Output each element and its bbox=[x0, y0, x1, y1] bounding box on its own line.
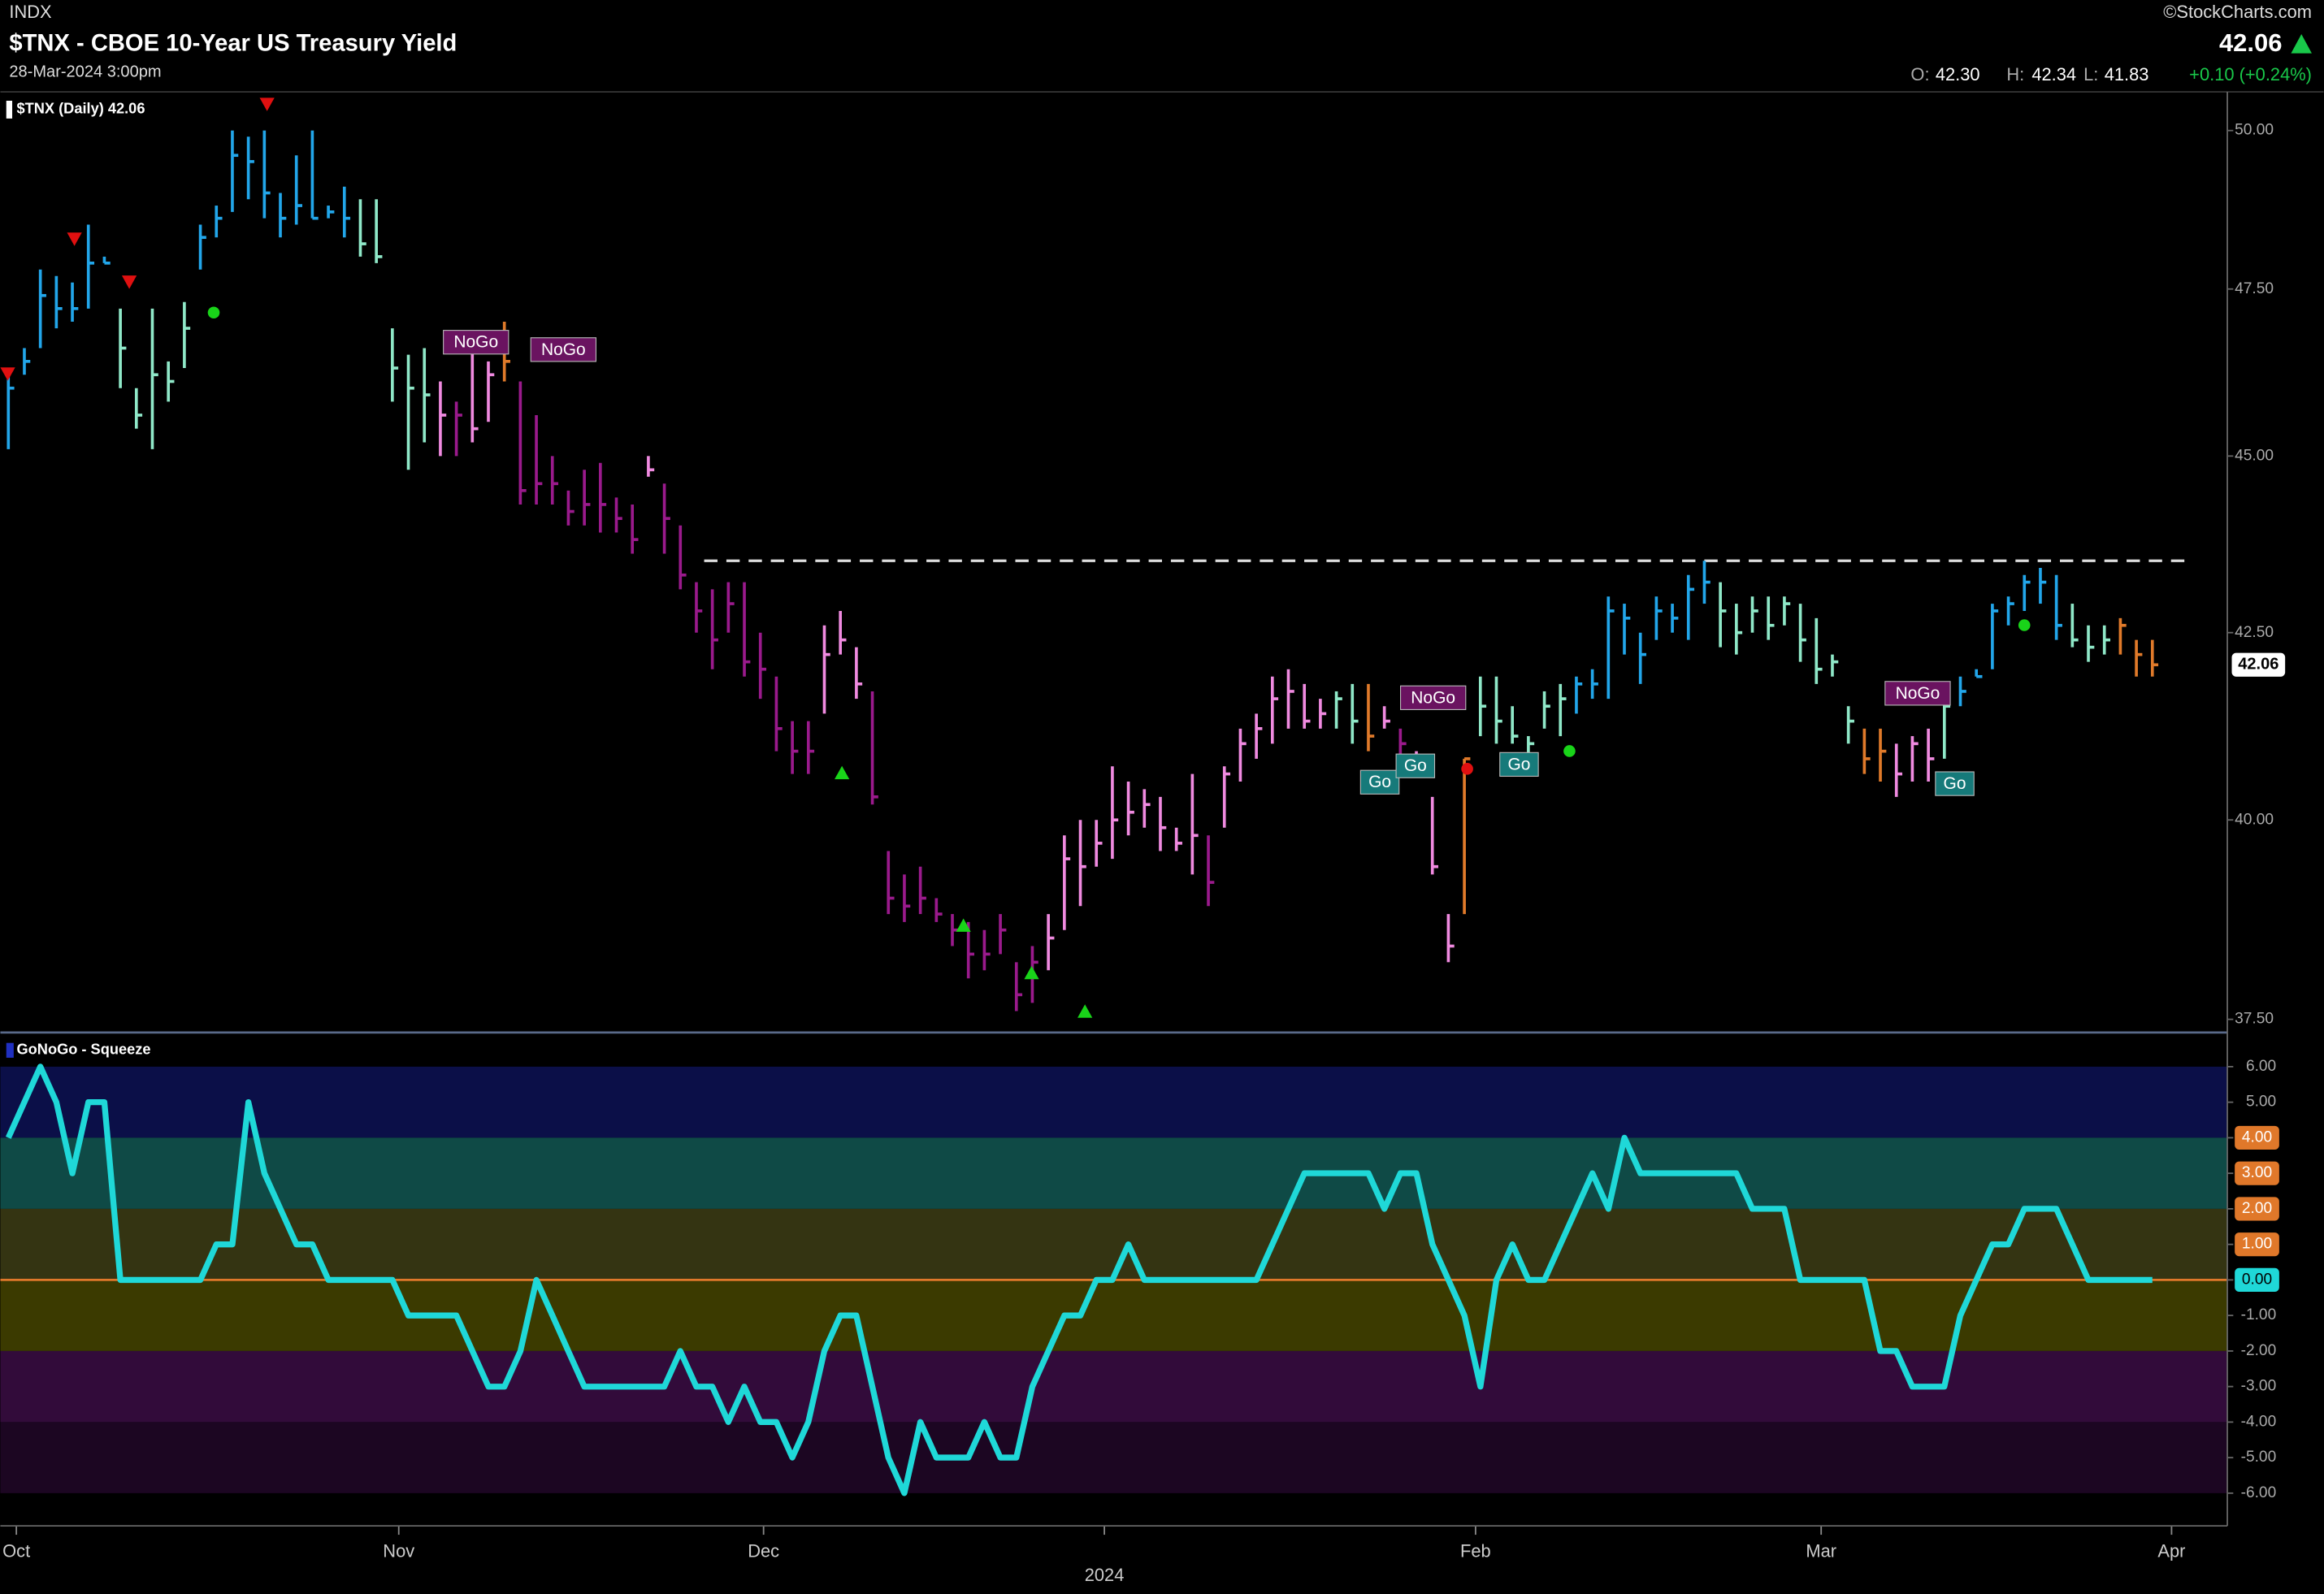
legend-swatch bbox=[6, 100, 13, 119]
y-tick-label: 42.50 bbox=[2235, 624, 2274, 641]
buy-triangle bbox=[1024, 965, 1039, 980]
x-tick-label: Mar bbox=[1806, 1541, 1836, 1562]
annotation-box bbox=[1935, 771, 1975, 796]
annotation: NoGo bbox=[1896, 684, 1940, 703]
indicator-legend: GoNoGo - Squeeze bbox=[16, 1041, 150, 1058]
squeeze-label: 4.00 bbox=[2242, 1128, 2272, 1146]
zone bbox=[0, 1066, 2228, 1138]
y-tick-label: 37.50 bbox=[2235, 1011, 2274, 1028]
annotation-box bbox=[1499, 752, 1539, 778]
x-tick-label: Nov bbox=[383, 1541, 414, 1562]
annotation-box bbox=[1884, 681, 1951, 706]
squeeze-box bbox=[2235, 1161, 2279, 1185]
annotation-box bbox=[1395, 753, 1436, 778]
zone bbox=[0, 1422, 2228, 1493]
zone bbox=[0, 1208, 2228, 1280]
nogo-dot bbox=[1461, 763, 1473, 775]
go-dot bbox=[207, 306, 220, 319]
y-tick-label: 40.00 bbox=[2235, 811, 2274, 828]
y-tick-label: -5.00 bbox=[2241, 1449, 2277, 1466]
squeeze-box bbox=[2235, 1125, 2279, 1150]
y-tick-label: 47.50 bbox=[2235, 280, 2274, 297]
last-price: 42.06 bbox=[2219, 28, 2283, 57]
squeeze-label: 1.00 bbox=[2242, 1236, 2272, 1253]
y-tick-label: -1.00 bbox=[2241, 1306, 2277, 1323]
annotation-box bbox=[1400, 685, 1467, 710]
buy-triangle bbox=[835, 765, 850, 780]
zone bbox=[0, 1137, 2228, 1209]
sell-triangle bbox=[259, 97, 275, 111]
sell-triangle bbox=[0, 367, 15, 381]
annotation-box bbox=[1359, 769, 1400, 795]
buy-triangle bbox=[956, 918, 971, 932]
last-value-label: 42.06 bbox=[2238, 656, 2278, 674]
x-tick-label: Oct bbox=[2, 1541, 30, 1562]
x-tick-label: 2024 bbox=[1085, 1565, 1125, 1585]
sell-triangle bbox=[67, 232, 82, 246]
annotation-box bbox=[443, 330, 509, 355]
y-tick-label: -2.00 bbox=[2241, 1342, 2277, 1359]
buy-triangle bbox=[1077, 1004, 1093, 1018]
open-value: 42.30 bbox=[1936, 64, 1980, 84]
annotation-box bbox=[530, 337, 597, 362]
zone bbox=[0, 1350, 2228, 1423]
change: +0.10 (+0.24%) bbox=[2189, 64, 2312, 84]
go-dot bbox=[2018, 619, 2031, 631]
annotation: Go bbox=[1404, 756, 1427, 775]
current-label: 0.00 bbox=[2242, 1271, 2272, 1288]
high-label: H: bbox=[2006, 64, 2024, 84]
open-label: O: bbox=[1910, 64, 1929, 84]
y-tick-label: 6.00 bbox=[2246, 1058, 2276, 1075]
go-dot bbox=[1563, 745, 1576, 757]
current-box bbox=[2235, 1267, 2279, 1292]
y-tick-label: -6.00 bbox=[2241, 1484, 2277, 1501]
last-value-box bbox=[2231, 652, 2286, 677]
annotation: NoGo bbox=[453, 333, 498, 352]
price-legend: $TNX (Daily) 42.06 bbox=[16, 100, 145, 117]
y-tick-label: 50.00 bbox=[2235, 122, 2274, 139]
y-tick-label: 45.00 bbox=[2235, 447, 2274, 464]
annotation: Go bbox=[1944, 774, 1966, 793]
gonogo-line bbox=[5, 1063, 2153, 1497]
title: $TNX - CBOE 10-Year US Treasury Yield bbox=[9, 30, 457, 56]
indicator-background bbox=[0, 1066, 2228, 1493]
low-label: L: bbox=[2083, 64, 2098, 84]
date: 28-Mar-2024 3:00pm bbox=[9, 63, 161, 81]
exchange: INDX bbox=[9, 2, 52, 22]
y-tick-label: 5.00 bbox=[2246, 1094, 2276, 1111]
annotation: Go bbox=[1368, 773, 1391, 791]
zone bbox=[0, 1280, 2228, 1351]
up-arrow bbox=[2291, 33, 2312, 54]
sell-triangle bbox=[121, 275, 137, 289]
y-tick-label: -3.00 bbox=[2241, 1378, 2277, 1395]
plot: 37.50 40.00 42.50 45.00 47.50 50.00 42.06 NoGo N… bbox=[0, 97, 2286, 1585]
squeeze-box bbox=[2235, 1232, 2279, 1257]
annotation: NoGo bbox=[541, 340, 586, 359]
x-tick-label: Apr bbox=[2157, 1541, 2185, 1562]
y-tick-label: -4.00 bbox=[2241, 1413, 2277, 1430]
annotation: Go bbox=[1507, 755, 1530, 773]
copyright: ©StockCharts.com bbox=[2163, 2, 2312, 22]
squeeze-box bbox=[2235, 1197, 2279, 1221]
annotation: NoGo bbox=[1411, 688, 1455, 707]
low-value: 41.83 bbox=[2105, 64, 2149, 84]
squeeze-label: 3.00 bbox=[2242, 1164, 2272, 1181]
x-tick-label: Feb bbox=[1460, 1541, 1491, 1562]
high-value: 42.34 bbox=[2031, 64, 2076, 84]
ind-legend-swatch bbox=[6, 1042, 14, 1058]
squeeze-label: 2.00 bbox=[2242, 1200, 2272, 1217]
x-tick-label: Dec bbox=[748, 1541, 779, 1562]
